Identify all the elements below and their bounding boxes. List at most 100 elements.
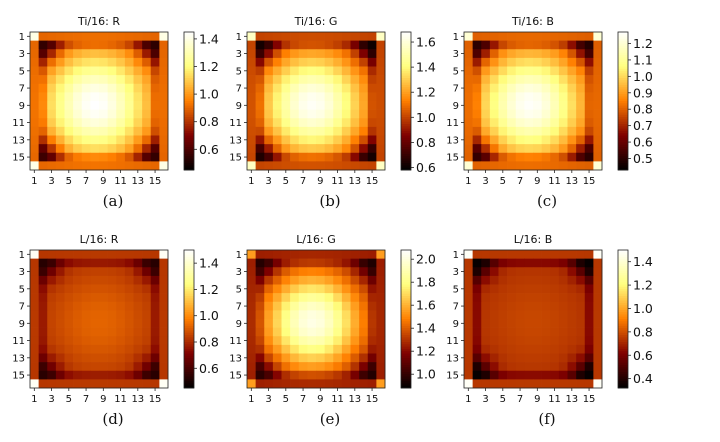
heatmap-cell xyxy=(593,284,603,294)
heatmap-cell xyxy=(489,362,499,372)
heatmap-cell xyxy=(90,327,100,337)
heatmap-cell xyxy=(376,319,386,328)
y-tick-label: 5 xyxy=(453,66,459,77)
heatmap-cell xyxy=(584,75,594,85)
colorbar-segment xyxy=(618,126,628,129)
heatmap-cell xyxy=(159,344,169,354)
heatmap-cell xyxy=(90,57,100,67)
colorbar-segment xyxy=(401,252,411,255)
colorbar-segment xyxy=(184,32,194,35)
colorbar-segment xyxy=(184,305,194,308)
heatmap-cell xyxy=(367,152,377,162)
heatmap-cell xyxy=(576,310,586,320)
colorbar-segment xyxy=(184,144,194,148)
heatmap-cell xyxy=(367,101,377,110)
heatmap-cell xyxy=(550,250,560,259)
colorbar-segment xyxy=(401,160,411,164)
heatmap-cell xyxy=(81,293,91,303)
heatmap-cell xyxy=(498,353,508,363)
heatmap-cell xyxy=(47,144,57,154)
heatmap-cell xyxy=(464,118,473,128)
heatmap-cell xyxy=(116,336,126,346)
heatmap-cell xyxy=(341,49,351,59)
heatmap-cell xyxy=(281,161,291,171)
heatmap-cell xyxy=(359,49,369,59)
heatmap-cell xyxy=(515,362,525,372)
heatmap-cell xyxy=(73,101,83,110)
heatmap-cell xyxy=(150,310,160,320)
heatmap-cell xyxy=(247,327,256,337)
heatmap-cell xyxy=(550,92,560,102)
heatmap-cell xyxy=(47,109,57,119)
colorbar-segment xyxy=(401,378,411,382)
y-tick-label: 9 xyxy=(19,319,25,330)
heatmap-cell xyxy=(464,353,473,363)
heatmap-cell xyxy=(142,327,152,337)
heatmap-cell xyxy=(159,126,169,136)
heatmap-cell xyxy=(264,83,274,93)
heatmap-cell xyxy=(272,161,282,171)
heatmap-cell xyxy=(584,293,594,303)
heatmap-cell xyxy=(116,101,126,110)
colorbar-segment xyxy=(618,263,628,267)
heatmap-cell xyxy=(73,49,83,59)
heatmap-cell xyxy=(264,362,274,372)
heatmap-cell xyxy=(133,319,143,328)
heatmap-cell xyxy=(281,250,291,259)
heatmap-cell xyxy=(341,250,351,259)
colorbar-segment xyxy=(401,59,411,63)
heatmap-cell xyxy=(593,370,603,380)
heatmap-cell xyxy=(593,319,603,328)
heatmap-cell xyxy=(367,319,377,328)
colorbar-segment xyxy=(184,68,194,72)
heatmap-cell xyxy=(350,109,360,119)
heatmap-cell xyxy=(541,144,551,154)
heatmap-cell xyxy=(159,75,169,85)
heatmap-cell xyxy=(376,126,386,136)
heatmap-cell xyxy=(38,144,48,154)
x-tick-label: 15 xyxy=(149,176,162,187)
heatmap-cell xyxy=(498,161,508,171)
heatmap-cell xyxy=(38,57,48,67)
colorbar-segment xyxy=(401,112,411,116)
colorbar-segment xyxy=(401,346,411,350)
heatmap-cell xyxy=(584,362,594,372)
colorbar-segment xyxy=(184,256,194,260)
heatmap-cell xyxy=(124,118,134,128)
heatmap-cell xyxy=(247,319,256,328)
heatmap-cell xyxy=(150,40,160,50)
heatmap-cell xyxy=(316,250,325,259)
heatmap-cell xyxy=(316,49,325,59)
heatmap-cell xyxy=(350,327,360,337)
colorbar-segment xyxy=(184,332,194,336)
heatmap-cell xyxy=(464,75,473,85)
heatmap-cell xyxy=(350,336,360,346)
heatmap-cell xyxy=(541,57,551,67)
heatmap-cell xyxy=(341,109,351,119)
heatmap-cell xyxy=(489,109,499,119)
heatmap-cell xyxy=(341,379,351,389)
x-tick-label: 1 xyxy=(31,176,37,187)
heatmap-cell xyxy=(142,275,152,285)
heatmap-cell xyxy=(341,258,351,268)
heatmap-cell xyxy=(489,258,499,268)
heatmap-cell xyxy=(107,267,117,277)
heatmap-cell xyxy=(90,49,100,59)
plot-frame xyxy=(246,249,386,389)
heatmap-cell xyxy=(264,161,274,171)
heatmap-cell xyxy=(290,310,300,320)
heatmap-cell xyxy=(99,118,108,128)
heatmap-cell xyxy=(124,293,134,303)
heatmap-cell xyxy=(133,57,143,67)
heatmap-cell xyxy=(55,57,65,67)
colorbar-segment xyxy=(401,339,411,343)
colorbar-tick-label: 0.6 xyxy=(199,142,219,157)
heatmap-cell xyxy=(133,126,143,136)
colorbar-segment xyxy=(401,316,411,320)
heatmap-cell xyxy=(367,144,377,154)
heatmap-cell xyxy=(47,310,57,320)
heatmap-cell xyxy=(481,32,491,41)
colorbar-segment xyxy=(184,103,194,106)
heatmap-cell xyxy=(150,336,160,346)
heatmap-cell xyxy=(124,144,134,154)
